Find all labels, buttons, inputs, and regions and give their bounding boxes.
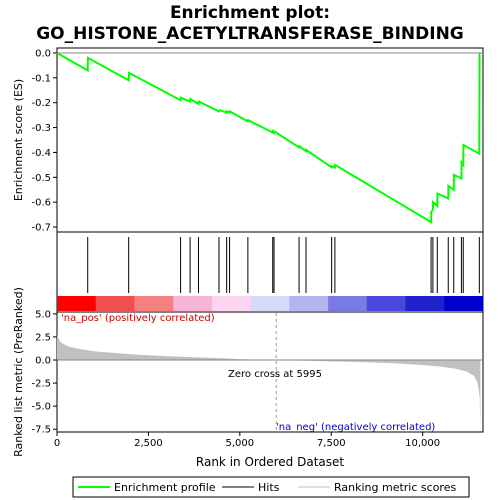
x-tick-label: 0 — [54, 438, 60, 449]
ranking-metric-area — [57, 335, 481, 428]
x-tick-label: 2,500 — [134, 438, 163, 449]
chart-title-line-1: Enrichment plot: — [170, 3, 330, 23]
heat-bar-segment — [134, 296, 174, 311]
es-y-tick-label: 0.0 — [35, 48, 51, 59]
heat-bar-segment — [95, 296, 135, 311]
legend-label-hits: Hits — [258, 481, 280, 494]
metric-y-tick-label: 0.0 — [35, 356, 51, 367]
hits-panel — [87, 237, 480, 293]
enrichment-profile-line — [56, 52, 481, 224]
heat-bar-segment — [328, 296, 368, 311]
heat-bar-segment — [366, 296, 407, 311]
es-axis-label: Enrichment score (ES) — [12, 79, 25, 201]
heat-bar-segment — [289, 296, 329, 311]
x-tick-label: 7,500 — [317, 438, 346, 449]
heat-bar-segment — [405, 296, 445, 311]
pos-correlated-label: 'na_pos' (positively correlated) — [61, 313, 215, 324]
metric-y-tick-label: -5.0 — [31, 402, 51, 413]
metric-y-tick-label: 5.0 — [35, 309, 51, 320]
legend-label-enrichment: Enrichment profile — [114, 481, 216, 494]
rank-heat-bar — [57, 296, 484, 311]
metric-axis-label: Ranked list metric (PreRanked) — [12, 287, 25, 457]
x-tick-label: 5,000 — [226, 438, 255, 449]
metric-panel-frame — [56, 311, 484, 433]
chart-title-line-2: GO_HISTONE_ACETYLTRANSFERASE_BINDING — [36, 24, 464, 44]
x-tick-label: 10,000 — [405, 438, 440, 449]
es-y-tick-label: -0.4 — [31, 148, 51, 159]
x-axis-label: Rank in Ordered Dataset — [196, 455, 344, 469]
heat-bar-segment — [57, 296, 97, 311]
metric-y-tick-label: 2.5 — [35, 332, 51, 343]
es-y-tick-label: -0.6 — [31, 198, 51, 209]
es-y-tick-label: -0.7 — [31, 223, 51, 234]
es-y-tick-label: -0.2 — [31, 98, 51, 109]
heat-bar-segment — [211, 296, 252, 311]
heat-bar-segment — [173, 296, 213, 311]
legend-box — [72, 476, 470, 498]
es-y-tick-label: -0.1 — [31, 73, 51, 84]
metric-panel: 5.0 2.5 0.0 -2.5 -5.0 -7.50 2,500 5,000 7,500 10,… — [31, 309, 483, 449]
metric-y-tick-label: -2.5 — [31, 379, 51, 390]
zero-cross-label: Zero cross at 5995 — [228, 369, 322, 380]
es-panel: 0.0 -0.1 -0.2 -0.3 -0.4 -0.5 -0.6 -0.7 — [31, 48, 483, 234]
heat-bar-segment — [250, 296, 290, 311]
legend-label-ranking: Ranking metric scores — [334, 481, 456, 494]
es-y-tick-label: -0.3 — [31, 123, 51, 134]
metric-y-tick-label: -7.5 — [31, 425, 51, 436]
heat-bar-segment — [444, 296, 484, 311]
es-y-tick-label: -0.5 — [31, 173, 51, 184]
neg-correlated-label: 'na_neg' (negatively correlated) — [276, 422, 435, 433]
